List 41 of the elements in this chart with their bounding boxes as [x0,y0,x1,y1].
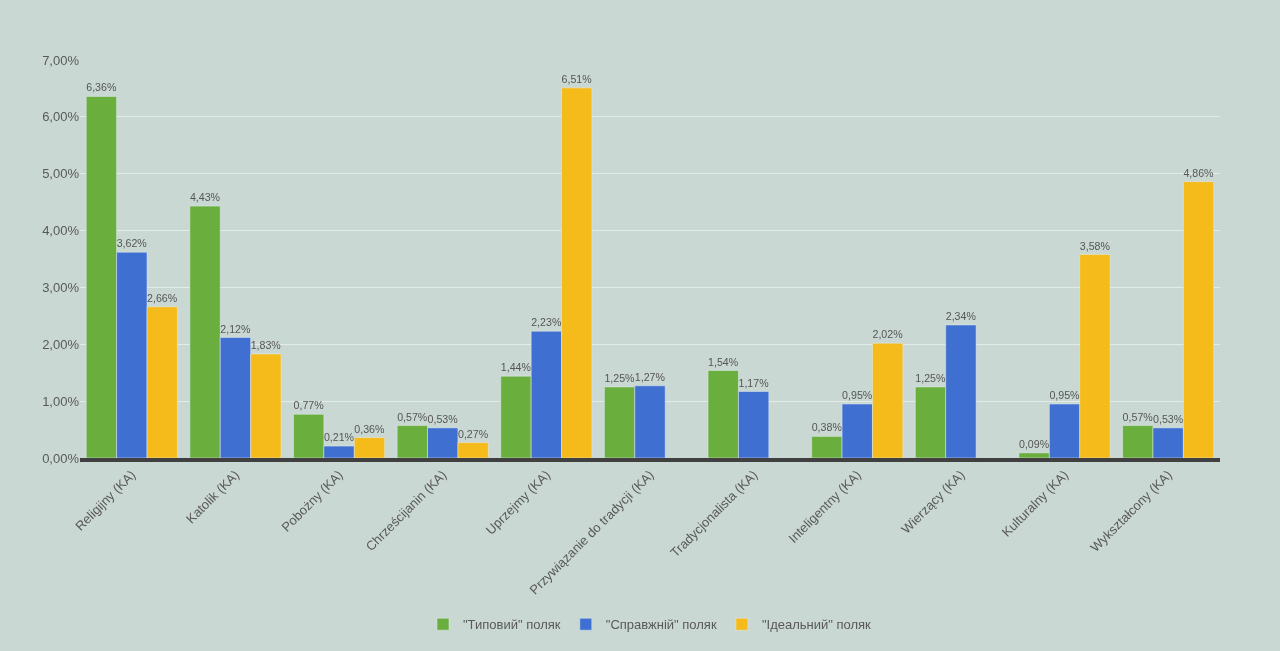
legend-label: "Справжній" поляк [605,617,717,633]
data-label: 2,34% [945,310,977,323]
y-tick-label: 7,00% [42,52,80,68]
data-label: 4,43% [189,191,221,204]
data-label: 1,27% [634,370,666,383]
data-label: 0,57% [397,410,428,423]
data-label: 0,95% [1049,389,1081,402]
data-label: 1,54% [708,355,739,368]
legend-label: "Ідеальний" поляк [761,617,872,633]
y-tick-label: 2,00% [42,336,80,352]
data-label: 1,25% [915,371,947,384]
y-tick-label: 4,00% [42,223,80,239]
data-label: 0,57% [1122,410,1154,423]
data-label: 3,58% [1079,239,1111,252]
data-label: 1,44% [500,361,532,374]
y-tick-label: 6,00% [42,109,80,125]
data-label: 2,23% [531,316,562,329]
data-label: 1,83% [250,339,282,352]
data-label: 0,53% [1153,412,1184,425]
data-label: 1,17% [738,376,770,389]
data-label: 2,66% [147,291,178,304]
data-label: 0,53% [427,412,459,425]
data-label: 2,12% [220,322,251,335]
data-label: 4,86% [1183,166,1215,179]
data-label: 2,02% [872,328,904,341]
data-label: 0,21% [323,431,355,444]
data-label: 0,77% [293,399,325,412]
y-tick-label: 5,00% [42,166,80,182]
data-label: 0,36% [354,422,385,435]
y-tick-label: 1,00% [42,393,80,409]
data-label: 0,27% [457,427,489,440]
y-tick-label: 3,00% [42,279,80,295]
data-label: 6,36% [86,81,117,94]
data-label: 6,51% [561,72,593,85]
data-label: 0,09% [1018,437,1050,450]
data-label: 0,38% [811,421,843,434]
data-label: 1,25% [604,371,636,384]
legend-label: "Типовий" поляк [463,617,561,633]
y-tick-label: 0,00% [42,450,80,466]
data-label: 3,62% [116,237,148,250]
data-label: 0,95% [842,389,873,402]
